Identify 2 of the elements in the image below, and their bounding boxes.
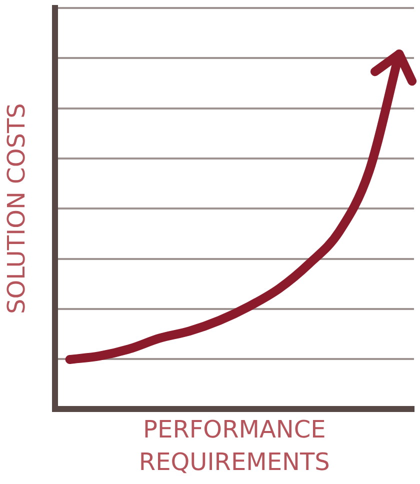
x-axis-title: PERFORMANCE REQUIREMENTS bbox=[138, 416, 330, 476]
y-axis-title: SOLUTION COSTS bbox=[2, 103, 31, 314]
